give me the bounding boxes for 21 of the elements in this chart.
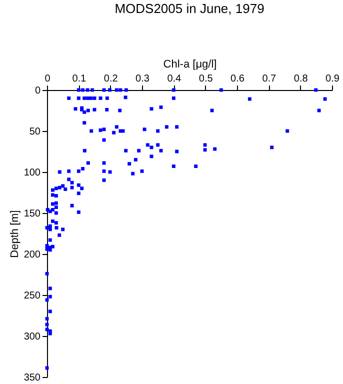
x-tick-label: 0.7 <box>262 74 277 84</box>
x-tick-label: 0.3 <box>136 74 150 84</box>
x-tick-label: 0.8 <box>294 74 308 84</box>
y-tick-label: 50 <box>29 126 41 138</box>
x-tick-label: 0.9 <box>326 74 340 84</box>
y-tick-label: 200 <box>24 250 41 260</box>
x-tick-label: 0.4 <box>167 74 182 84</box>
x-axis-title: Chl-a [μg/l] <box>163 58 217 70</box>
x-tick-label: 0.6 <box>230 74 245 84</box>
y-tick-label: 150 <box>24 208 41 220</box>
x-tick-label: 0.1 <box>72 74 87 84</box>
y-tick-label: 350 <box>24 372 41 384</box>
x-tick-label: 0 <box>44 74 51 84</box>
chart-title: MODS2005 in June, 1979 <box>114 1 264 16</box>
x-tick-label: 0.2 <box>104 74 118 84</box>
y-tick-label: 300 <box>24 332 41 342</box>
y-tick-label: 100 <box>24 168 41 178</box>
y-tick-label: 0 <box>34 86 41 96</box>
y-tick-label: 250 <box>24 290 41 302</box>
y-axis-title: Depth [m] <box>8 210 21 258</box>
x-tick-label: 0.5 <box>198 74 214 84</box>
